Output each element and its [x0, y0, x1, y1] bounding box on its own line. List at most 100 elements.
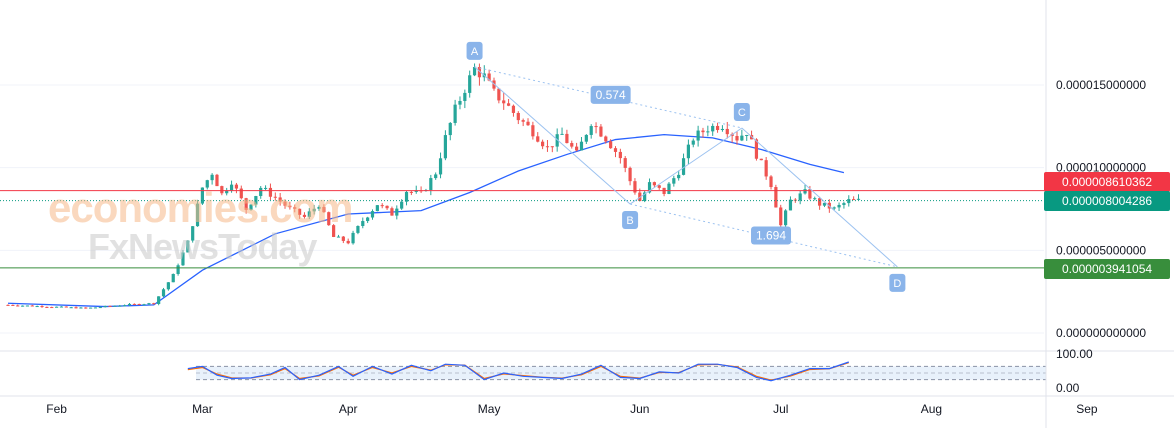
- candle-body: [667, 183, 671, 194]
- candle-body: [764, 160, 768, 177]
- support-price-badge: 0.000003941054: [1044, 259, 1170, 279]
- time-tick-label: Jul: [773, 402, 788, 416]
- price-tick-label: 0.000010000000: [1056, 161, 1146, 175]
- candle-body: [400, 201, 404, 209]
- pattern-ratio-label: 0.574: [596, 88, 626, 102]
- candle-body: [307, 211, 311, 217]
- candle-body: [672, 178, 676, 184]
- candle-body: [677, 174, 681, 179]
- candle-body: [686, 144, 690, 159]
- candle-body: [385, 205, 389, 209]
- candle-body: [263, 187, 268, 189]
- candle-body: [234, 184, 239, 189]
- candle-body: [215, 174, 219, 187]
- candle-body: [852, 199, 856, 201]
- candle-body: [555, 134, 559, 147]
- candle-body: [502, 100, 506, 104]
- candle-body: [497, 88, 501, 101]
- time-tick-label: Aug: [921, 402, 942, 416]
- candle-body: [759, 158, 763, 161]
- candle-body: [69, 307, 73, 309]
- candle-body: [594, 126, 598, 128]
- candle-body: [283, 201, 287, 206]
- candle-body: [25, 305, 30, 307]
- pattern-leg-ab: [474, 66, 631, 205]
- pattern-point-label: A: [471, 46, 479, 58]
- candle-body: [769, 176, 773, 188]
- candle-body: [380, 205, 384, 207]
- candle-body: [847, 199, 851, 204]
- candle-body: [774, 187, 778, 208]
- candle-body: [443, 135, 447, 159]
- candle-body: [395, 208, 399, 216]
- stochastic-axis[interactable]: 100.00 0.00: [1056, 347, 1093, 395]
- watermark-economies: economies.com: [48, 184, 353, 231]
- candle-body: [118, 305, 122, 307]
- candle-body: [375, 205, 379, 212]
- candle-body: [550, 146, 554, 148]
- candle-body: [609, 141, 613, 149]
- candle-body: [239, 188, 243, 199]
- candle-body: [161, 289, 166, 297]
- candle-body: [541, 141, 545, 147]
- candle-body: [434, 174, 438, 179]
- candle-body: [584, 134, 588, 142]
- candle-body: [463, 92, 467, 101]
- candle-body: [278, 197, 282, 202]
- candle-body: [808, 189, 812, 199]
- candle-body: [55, 306, 59, 308]
- candle-body: [370, 211, 375, 218]
- candle-body: [438, 158, 443, 175]
- price-tick-label: 0.000000000000: [1056, 326, 1146, 340]
- candle-body: [643, 192, 647, 201]
- candle-body: [842, 203, 846, 205]
- candle-body: [521, 120, 525, 122]
- candle-body: [327, 212, 331, 226]
- candle-body: [317, 206, 321, 209]
- pattern-leg-cd: [741, 127, 898, 268]
- candle-body: [516, 112, 520, 121]
- candle-body: [200, 187, 204, 204]
- candle-body: [293, 207, 297, 209]
- stochastic-tick-label: 0.00: [1056, 381, 1080, 395]
- candle-body: [832, 207, 836, 209]
- candle-body: [740, 135, 744, 141]
- candle-body: [152, 303, 156, 305]
- watermark-fxnewstoday: FxNewsToday: [88, 226, 317, 267]
- candle-body: [390, 208, 394, 216]
- candle-body: [822, 202, 827, 206]
- candle-body: [93, 307, 98, 309]
- candle-body: [506, 103, 511, 106]
- candle-body: [536, 136, 540, 142]
- candle-body: [366, 217, 370, 222]
- candle-body: [837, 204, 841, 208]
- candle-body: [361, 221, 365, 226]
- candle-body: [604, 136, 608, 142]
- pattern-point-label: C: [738, 107, 746, 119]
- candle-body: [745, 134, 749, 136]
- abcd-pattern: A B C D 0.574 1.694: [466, 41, 906, 292]
- candle-body: [468, 75, 472, 93]
- candle-body: [623, 158, 627, 168]
- candle-body: [186, 240, 190, 253]
- candle-body: [341, 236, 345, 241]
- candle-body: [147, 303, 151, 305]
- price-axis[interactable]: 0.000000000000 0.000005000000 0.0000100000…: [1056, 78, 1146, 340]
- candle-body: [166, 282, 170, 290]
- candle-body: [30, 305, 34, 307]
- candle-body: [691, 140, 695, 145]
- candle-body: [336, 236, 341, 238]
- candle-body: [409, 191, 413, 193]
- candle-body: [176, 265, 180, 274]
- pattern-point-label: D: [893, 278, 901, 290]
- candle-body: [458, 100, 462, 105]
- candle-body: [40, 306, 44, 308]
- horizontal-levels: [0, 190, 1044, 269]
- candle-body: [613, 148, 618, 152]
- candle-body: [565, 133, 569, 144]
- pattern-point-label: B: [626, 215, 633, 227]
- candle-body: [526, 121, 530, 126]
- candle-body: [195, 203, 200, 227]
